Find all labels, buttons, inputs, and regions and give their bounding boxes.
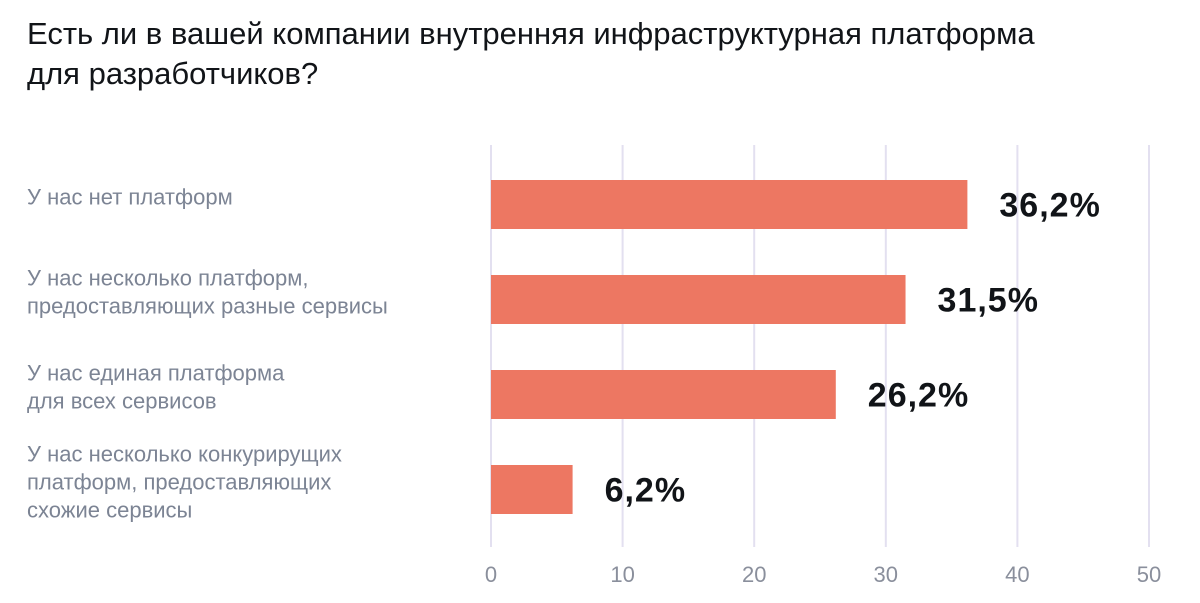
bar-value-label: 36,2% [999, 187, 1100, 225]
category-labels: У нас нет платформ У нас несколько платфо… [27, 185, 388, 523]
value-labels: 36,2% 31,5% 26,2% 6,2% [605, 187, 1100, 510]
bar-value-label: 6,2% [605, 472, 687, 510]
category-label: У нас несколько платформ, [27, 266, 309, 291]
category-label: схожие сервисы [27, 498, 192, 523]
x-tick-label: 50 [1137, 562, 1161, 587]
category-label: предоставляющих разные сервисы [27, 294, 388, 319]
x-tick-label: 20 [742, 562, 766, 587]
bar-value-label: 31,5% [938, 282, 1039, 320]
bar-value-label: 26,2% [868, 377, 969, 415]
category-label: У нас нет платформ [27, 185, 233, 210]
bar [491, 275, 906, 324]
category-label: У нас несколько конкурирущих [27, 442, 342, 467]
category-label: для всех сервисов [27, 389, 217, 414]
bars [491, 180, 968, 514]
x-axis-ticks: 0 10 20 30 40 50 [485, 562, 1161, 587]
x-tick-label: 30 [874, 562, 898, 587]
chart-title: Есть ли в вашей компании внутренняя инфр… [27, 16, 1035, 91]
category-label: платформ, предоставляющих [27, 470, 331, 495]
category-label: У нас единая платформа [27, 361, 285, 386]
x-tick-label: 10 [610, 562, 634, 587]
x-tick-label: 0 [485, 562, 497, 587]
x-tick-label: 40 [1005, 562, 1029, 587]
bar [491, 370, 836, 419]
bar [491, 465, 573, 514]
bar [491, 180, 968, 229]
